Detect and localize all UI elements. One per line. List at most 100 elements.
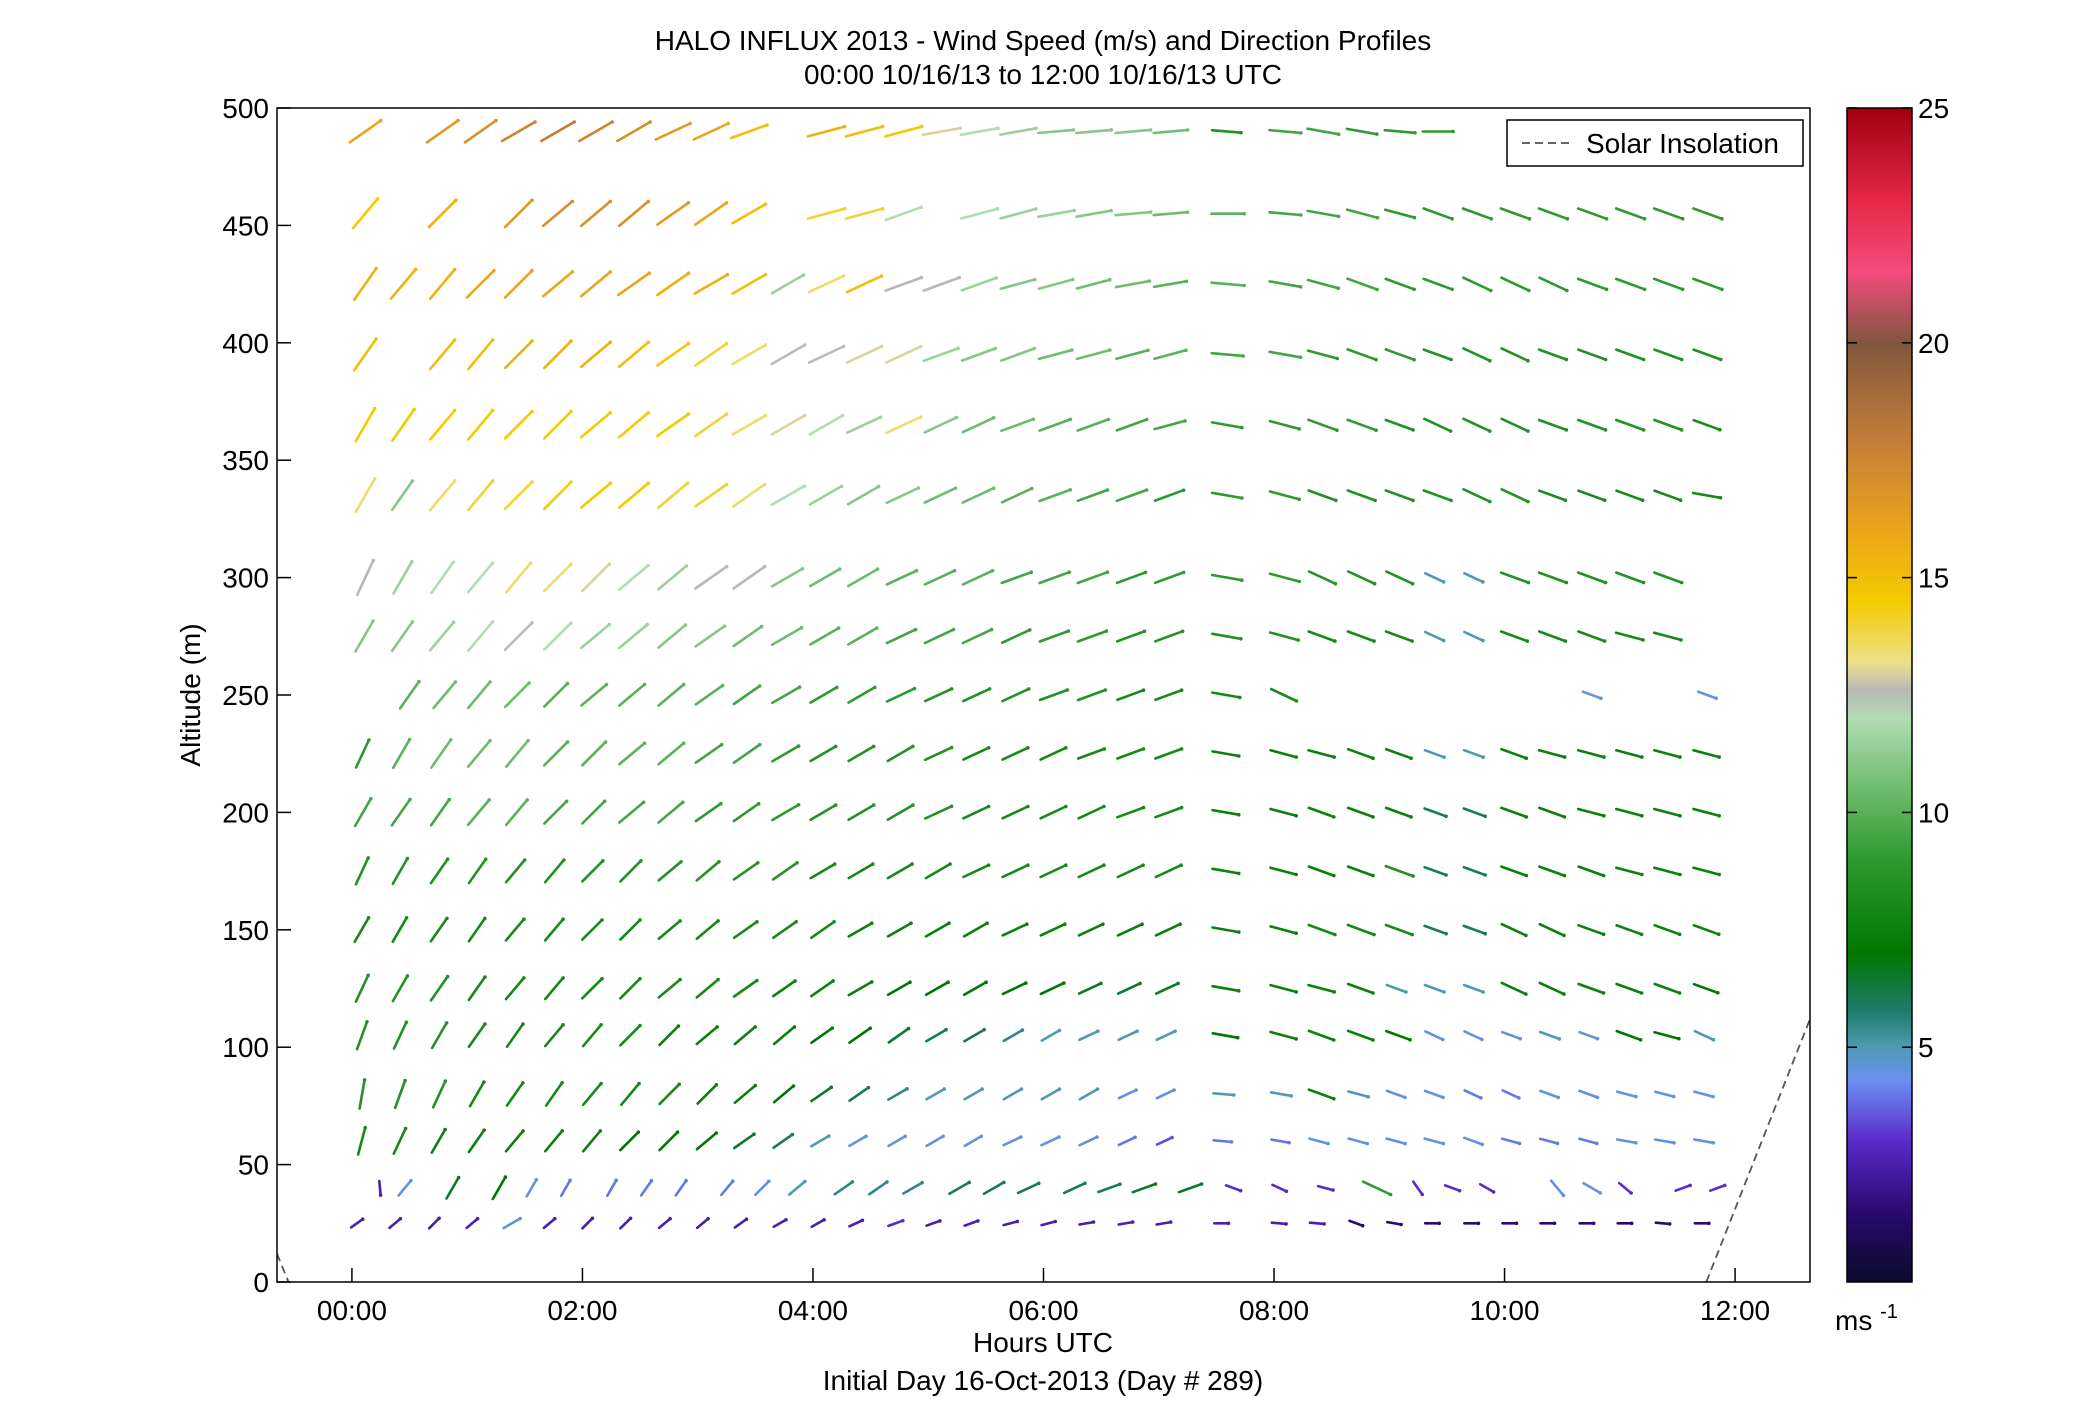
wind-vector [732, 1132, 756, 1150]
wind-vector [1423, 1221, 1441, 1226]
wind-vector [1423, 417, 1453, 433]
wind-vector [770, 273, 806, 295]
x-tick-label: 12:00 [1700, 1295, 1770, 1326]
wind-vector [1693, 1221, 1711, 1226]
wind-vector [1538, 981, 1566, 996]
wind-vector [1462, 865, 1487, 877]
wind-vector [617, 481, 651, 509]
wind-vector [1653, 982, 1682, 995]
wind-vector [1347, 570, 1377, 586]
wind-vector [1692, 418, 1722, 432]
wind-vector [1537, 748, 1567, 759]
wind-vector [1271, 1183, 1289, 1194]
wind-vector [1654, 1090, 1676, 1099]
wind-vector [353, 916, 371, 944]
wind-vector [1653, 418, 1684, 432]
wind-vector [656, 412, 691, 438]
wind-vector [1001, 687, 1031, 703]
colorbar-tick-label: 10 [1918, 797, 1949, 828]
wind-vector [465, 268, 496, 299]
wind-vector [1117, 1135, 1137, 1147]
wind-vector [618, 741, 647, 766]
wind-vector [1537, 418, 1569, 432]
wind-vector [466, 338, 495, 371]
wind-vector [1696, 690, 1718, 701]
wind-vector [390, 479, 415, 512]
wind-vector [732, 624, 764, 648]
wind-vector [504, 738, 530, 769]
wind-vector [1268, 211, 1303, 217]
wind-vector [694, 742, 724, 765]
wind-vector [657, 977, 682, 999]
wind-vector [1307, 806, 1336, 819]
wind-vector [884, 275, 924, 292]
wind-vector [467, 857, 488, 885]
wind-vector [1037, 208, 1076, 219]
wind-vector [1653, 348, 1684, 362]
wind-vector [617, 411, 651, 439]
wind-vector [580, 562, 611, 593]
wind-vector [1423, 571, 1446, 584]
wind-vector [1421, 129, 1455, 134]
wind-vector [428, 408, 457, 441]
wind-vector [1385, 1089, 1407, 1100]
wind-vector [1384, 208, 1417, 220]
wind-vector [1039, 804, 1068, 820]
wind-vector [960, 276, 998, 292]
wind-vector [1211, 750, 1241, 758]
wind-vector [848, 1218, 865, 1228]
wind-vector [1616, 1221, 1634, 1226]
wind-vector [542, 1216, 557, 1230]
wind-vector [1653, 1030, 1681, 1041]
wind-vector [833, 1180, 855, 1196]
wind-vector [503, 409, 534, 440]
wind-vector [961, 568, 995, 586]
wind-vector [732, 920, 759, 940]
wind-vector [1269, 748, 1298, 759]
wind-vector [390, 797, 412, 827]
wind-vector [1654, 1221, 1672, 1226]
wind-vector [351, 197, 380, 230]
wind-vector [1653, 748, 1682, 759]
wind-vector [692, 121, 730, 141]
wind-vector [1002, 1135, 1023, 1147]
wind-vector [923, 745, 954, 762]
wind-vector [1307, 1029, 1336, 1042]
wind-vector [1500, 922, 1528, 938]
wind-vector [1116, 922, 1144, 937]
wind-vector [1077, 922, 1105, 937]
wind-vector [1346, 630, 1376, 643]
wind-vector [1269, 925, 1298, 935]
wind-vector [657, 860, 683, 882]
wind-vector [1423, 1089, 1445, 1100]
wind-vectors [348, 118, 1727, 1230]
y-axis-label: Altitude (m) [175, 623, 206, 766]
wind-vector [1308, 1221, 1326, 1226]
wind-vector [695, 977, 720, 999]
wind-vector [1412, 1180, 1424, 1197]
wind-vector [503, 339, 534, 370]
wind-vector [445, 1175, 461, 1200]
wind-vector [581, 1216, 595, 1230]
wind-vector [430, 1021, 449, 1050]
wind-vector [1038, 688, 1070, 702]
wind-vector [1463, 1030, 1484, 1042]
wind-vector [1538, 922, 1566, 938]
wind-vector [1153, 488, 1186, 502]
wind-vector [428, 479, 457, 512]
colorbar-tick-label: 20 [1918, 328, 1949, 359]
wind-vector [1116, 747, 1146, 760]
wind-vector [1346, 806, 1375, 819]
wind-vector [1269, 807, 1298, 818]
wind-vector [1211, 691, 1242, 700]
wind-vector [1211, 926, 1241, 934]
wind-vector [1361, 1180, 1393, 1197]
wind-vector [1692, 277, 1724, 292]
wind-vector [468, 1080, 486, 1108]
wind-vector [617, 622, 649, 650]
wind-vector [1211, 1032, 1240, 1040]
wind-vector [998, 126, 1038, 136]
wind-vector [1270, 1138, 1291, 1145]
wind-vector [885, 486, 921, 505]
wind-vector [581, 1129, 603, 1153]
